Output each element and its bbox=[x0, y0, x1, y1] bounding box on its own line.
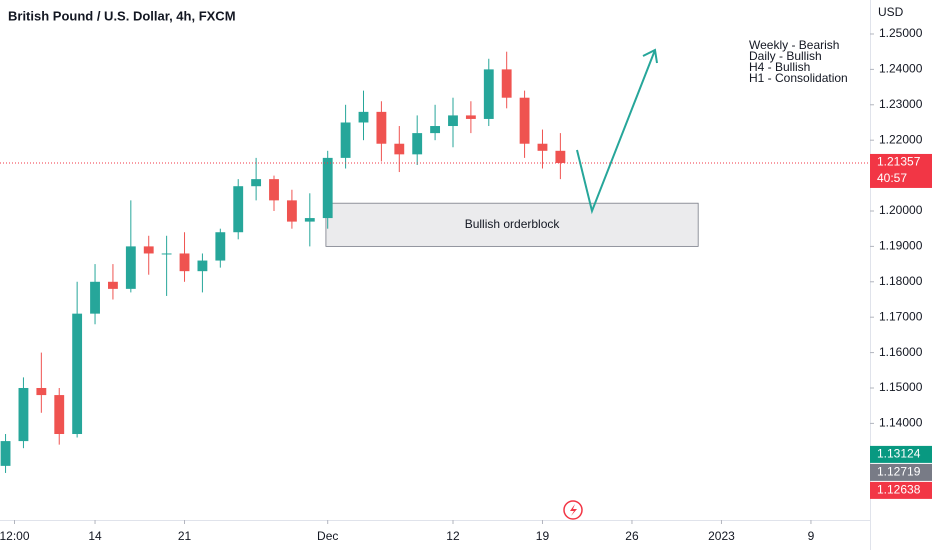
candle-body bbox=[108, 281, 118, 289]
note: H4 - Bullish bbox=[749, 60, 810, 74]
arrow-head bbox=[642, 48, 658, 64]
price-label-box bbox=[870, 463, 932, 481]
y-tick-label: 1.16000 bbox=[879, 345, 923, 359]
candle-body bbox=[0, 441, 11, 466]
x-tick-label: 2023 bbox=[708, 529, 735, 543]
x-tick-label: 9 bbox=[808, 529, 815, 543]
x-tick-label: 19 bbox=[536, 529, 550, 543]
candle-body bbox=[376, 111, 387, 144]
projection-arrow bbox=[576, 49, 656, 215]
candle-body bbox=[90, 281, 100, 314]
candle-body bbox=[54, 395, 65, 435]
y-tick-label: 1.19000 bbox=[879, 239, 923, 253]
candle-body bbox=[125, 246, 136, 289]
currency-label: USD bbox=[878, 5, 904, 19]
note: Weekly - Bearish bbox=[749, 38, 839, 52]
candle-body bbox=[483, 69, 494, 119]
price-label-box bbox=[870, 481, 932, 499]
event-icon-bolt bbox=[570, 504, 577, 516]
x-tick-label: 26 bbox=[625, 529, 639, 543]
y-tick-label: 1.25000 bbox=[879, 26, 923, 40]
candle-body bbox=[555, 150, 566, 163]
y-tick-label: 1.14000 bbox=[879, 416, 923, 430]
candle-body bbox=[412, 133, 423, 155]
candle-body bbox=[179, 253, 190, 272]
candle-body bbox=[233, 186, 244, 233]
candle-body bbox=[537, 143, 548, 151]
candle-body bbox=[501, 69, 512, 98]
orderblock-label: Bullish orderblock bbox=[465, 217, 561, 231]
y-tick-label: 1.18000 bbox=[879, 274, 923, 288]
price-label-box bbox=[870, 445, 932, 463]
candle-body bbox=[394, 143, 405, 155]
candle-body bbox=[215, 232, 226, 261]
y-tick-label: 1.15000 bbox=[879, 380, 923, 394]
candle-body bbox=[286, 200, 297, 222]
y-tick-label: 1.24000 bbox=[879, 62, 923, 76]
note: Daily - Bullish bbox=[749, 49, 822, 63]
candle-body bbox=[340, 122, 351, 158]
price-label: 1.12638 bbox=[877, 483, 921, 497]
price-label: 1.12719 bbox=[877, 465, 921, 479]
countdown: 40:57 bbox=[877, 171, 907, 185]
x-tick-label: 12 bbox=[446, 529, 460, 543]
x-tick-label: Dec bbox=[317, 529, 338, 543]
chart-title: British Pound / U.S. Dollar, 4h, FXCM bbox=[8, 8, 236, 23]
plot-area: Bullish orderblock bbox=[0, 51, 870, 473]
candle-body bbox=[143, 246, 154, 254]
candle-body bbox=[322, 157, 333, 219]
candle-body bbox=[161, 253, 172, 255]
candle-body bbox=[465, 115, 476, 119]
candle-body bbox=[448, 115, 458, 127]
note: H1 - Consolidation bbox=[749, 71, 848, 85]
y-tick-label: 1.22000 bbox=[879, 132, 923, 146]
orderblock-zone bbox=[325, 202, 699, 247]
candle-body bbox=[72, 313, 83, 435]
candle-body bbox=[430, 126, 441, 134]
y-tick-label: 1.20000 bbox=[879, 203, 923, 217]
candle-body bbox=[519, 97, 530, 144]
candle-body bbox=[197, 260, 208, 272]
candle-body bbox=[269, 179, 279, 201]
candle-body bbox=[36, 387, 47, 396]
candle-body bbox=[358, 111, 369, 123]
price-label-box bbox=[870, 153, 932, 188]
y-tick-label: 1.17000 bbox=[879, 309, 923, 323]
x-tick-label: 14 bbox=[88, 529, 102, 543]
x-tick-label: 21 bbox=[178, 529, 192, 543]
price-label: 1.13124 bbox=[877, 447, 921, 461]
candle-body bbox=[18, 387, 29, 442]
candle-body bbox=[304, 218, 315, 222]
candle-body bbox=[251, 179, 262, 187]
y-tick-label: 1.23000 bbox=[879, 97, 923, 111]
x-tick-label: 12:00 bbox=[0, 529, 30, 543]
price-label: 1.21357 bbox=[877, 155, 921, 169]
